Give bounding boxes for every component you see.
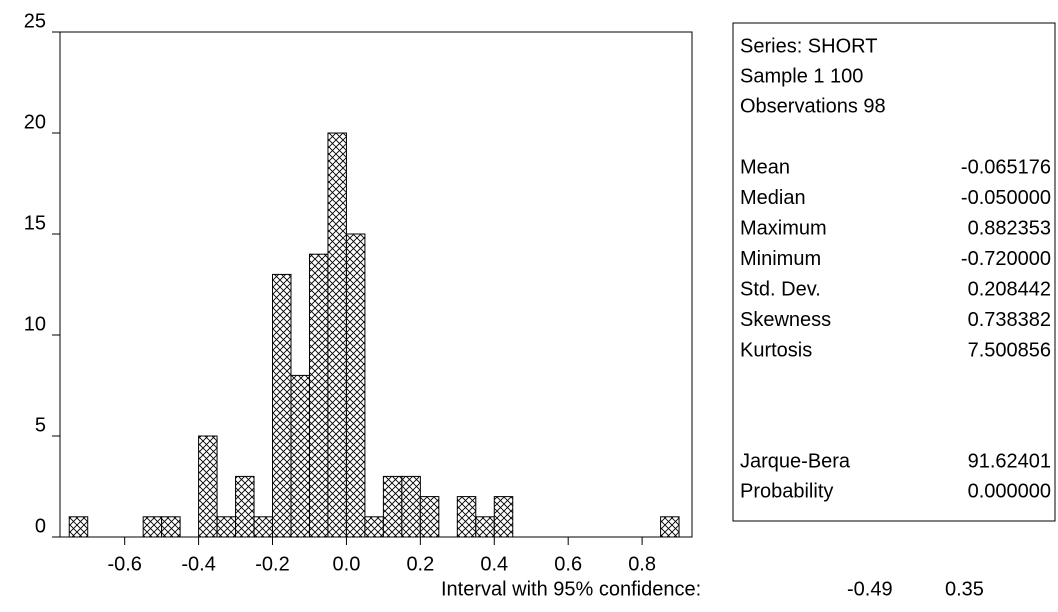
y-tick-label: 0 [35, 515, 46, 537]
histogram-bar [493, 496, 514, 538]
test-label: Jarque-Bera [740, 450, 851, 472]
histogram-bar [660, 516, 680, 538]
histogram-bar [345, 233, 366, 538]
histogram-bar [327, 132, 347, 538]
stat-label: Kurtosis [740, 339, 812, 361]
y-tick-label: 20 [24, 111, 46, 133]
stat-value: -0.720000 [961, 248, 1051, 270]
x-tick-label: -0.4 [181, 553, 215, 575]
footer-label: Interval with 95% confidence: [441, 578, 701, 600]
stat-label: Std. Dev. [740, 278, 821, 300]
stat-value: 7.500856 [968, 339, 1051, 361]
stat-label: Minimum [740, 248, 821, 270]
y-tick-label: 25 [24, 10, 46, 32]
plot-frame [59, 31, 693, 538]
stats-header: Sample 1 100 [740, 65, 863, 87]
stats-panel: Series: SHORT Sample 1 100 Observations 98… [732, 22, 1056, 522]
stat-value: 0.738382 [968, 309, 1051, 331]
x-tick-label: -0.2 [255, 553, 289, 575]
footer-high: 0.35 [945, 578, 984, 600]
histogram-bar [253, 516, 274, 538]
histogram-bar [161, 516, 181, 538]
footer-low: -0.49 [847, 578, 893, 600]
x-tick-label: -0.6 [107, 553, 141, 575]
y-tick-label: 15 [24, 212, 46, 234]
histogram-bar [456, 496, 477, 538]
histogram-bar [272, 273, 292, 538]
test-value: 91.62401 [968, 450, 1051, 472]
x-tick-label: 0.4 [480, 553, 508, 575]
stats-header: Observations 98 [740, 95, 886, 117]
histogram-bar [364, 516, 384, 538]
stat-value: -0.065176 [961, 156, 1051, 178]
stat-label: Skewness [740, 309, 831, 331]
histogram-bar [475, 516, 495, 538]
histogram-bar [142, 516, 163, 538]
x-tick-label: 0.8 [628, 553, 656, 575]
y-tick-label: 5 [35, 414, 46, 436]
x-tick-label: 0.2 [406, 553, 434, 575]
plot-area: 0 5 10 15 20 25 -0.6 -0.4 -0.2 0.0 0.2 0.4 0.6 0.8 [24, 10, 693, 575]
stat-label: Maximum [740, 217, 827, 239]
histogram-bar [68, 516, 89, 538]
histogram-bar [290, 374, 310, 538]
histogram-bar [235, 475, 255, 538]
histogram-bar [401, 475, 421, 538]
histogram-bar [216, 516, 237, 538]
histogram-bar [308, 253, 329, 538]
stats-box [732, 22, 1056, 522]
stat-value: 0.208442 [968, 278, 1051, 300]
histogram-bar [382, 475, 403, 538]
histogram-bar [419, 496, 440, 538]
test-label: Probability [740, 480, 833, 502]
y-tick-label: 10 [24, 313, 46, 335]
histogram-bar [198, 435, 218, 538]
stat-value: -0.050000 [961, 187, 1051, 209]
test-value: 0.000000 [968, 480, 1051, 502]
stat-value: 0.882353 [968, 217, 1051, 239]
x-tick-label: 0.0 [333, 553, 361, 575]
stat-label: Median [740, 187, 806, 209]
stats-header: Series: SHORT [740, 35, 877, 57]
stat-label: Mean [740, 156, 790, 178]
x-tick-label: 0.6 [554, 553, 582, 575]
